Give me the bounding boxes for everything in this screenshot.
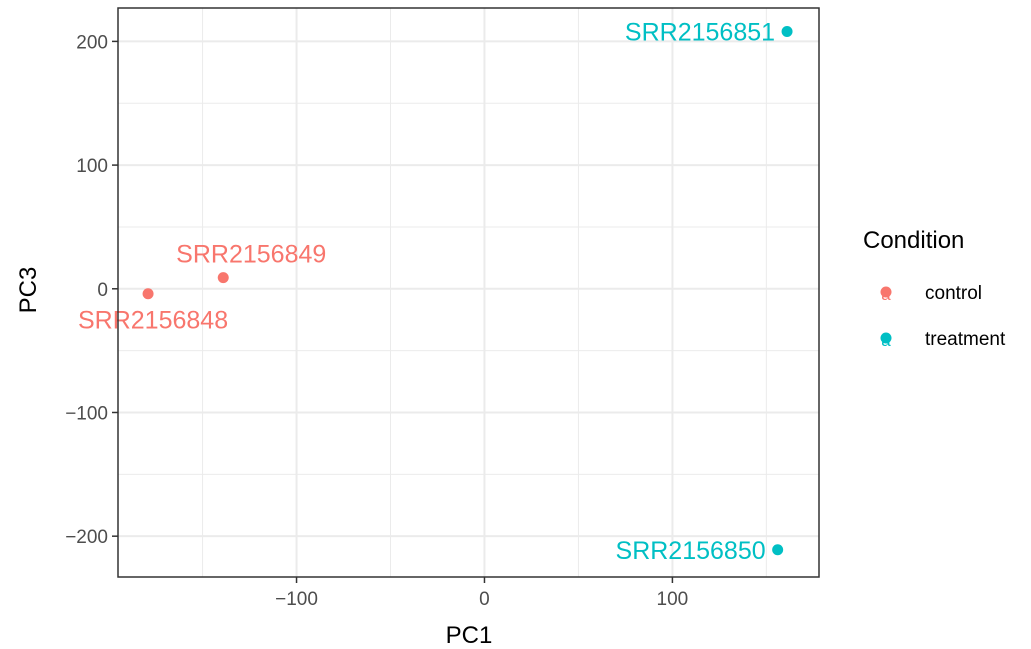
x-tick-label: 100 <box>657 589 689 610</box>
point-label: SRR2156851 <box>625 19 775 47</box>
point-label: SRR2156848 <box>78 307 228 335</box>
y-tick-label: 100 <box>76 156 108 177</box>
x-tick-label: 0 <box>479 589 490 610</box>
y-tick-label: −100 <box>65 403 108 424</box>
data-point <box>217 272 229 284</box>
legend-key-glyph: a <box>881 331 891 350</box>
legend-entry: a treatment <box>880 329 1006 350</box>
point-label: SRR2156849 <box>176 241 326 269</box>
legend-title: Condition <box>863 227 964 254</box>
y-tick-label: 0 <box>97 280 108 301</box>
point-labels: SRR2156848 SRR2156849 SRR2156850 SRR2156851 <box>78 19 775 565</box>
x-tick-label: −100 <box>275 589 318 610</box>
y-axis-title: PC3 <box>15 267 42 314</box>
legend-entries: a control a treatment <box>880 283 1006 350</box>
legend: Condition a control a treatment <box>863 227 1006 350</box>
point-label: SRR2156850 <box>616 537 766 565</box>
y-tick-label: −200 <box>65 527 108 548</box>
legend-entry: a control <box>880 283 982 304</box>
axis-ticks: −100 0 100 −200 −100 0 100 200 <box>65 32 688 610</box>
plot-panel-border <box>117 7 820 578</box>
legend-label: control <box>925 283 982 304</box>
legend-label: treatment <box>925 329 1006 350</box>
legend-key-point <box>880 286 892 298</box>
legend-key-glyph: a <box>881 285 891 304</box>
grid-lines <box>118 8 819 577</box>
data-points <box>142 26 793 556</box>
data-point <box>142 288 154 300</box>
x-axis-title: PC1 <box>446 622 493 649</box>
data-point <box>772 544 784 556</box>
y-tick-label: 200 <box>76 32 108 53</box>
legend-key-point <box>880 332 892 344</box>
data-point <box>781 26 793 38</box>
